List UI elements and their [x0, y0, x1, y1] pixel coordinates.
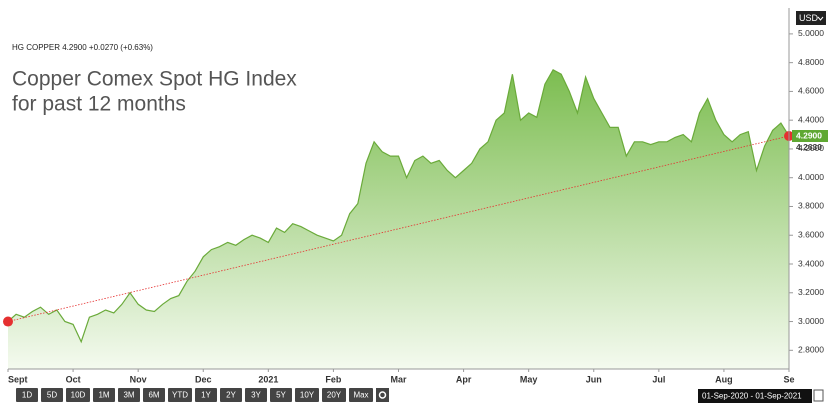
range-button[interactable] — [41, 388, 63, 402]
range-button[interactable] — [16, 388, 38, 402]
range-button-label: 20Y — [327, 391, 342, 400]
x-tick-label: Oct — [66, 374, 81, 384]
range-button-label: 10D — [71, 391, 86, 400]
y-tick-label: 4.6000 — [798, 86, 824, 96]
range-button-label: 3M — [123, 391, 134, 400]
calendar-icon[interactable] — [813, 389, 824, 402]
x-tick-label: Nov — [130, 374, 147, 384]
range-button[interactable] — [168, 388, 192, 402]
date-range-box[interactable] — [698, 389, 812, 403]
x-tick-label: Se — [783, 374, 794, 384]
area — [8, 69, 789, 370]
y-tick-label: 4.2000 — [798, 143, 824, 153]
range-button[interactable] — [245, 388, 267, 402]
range-button-label: 6M — [148, 391, 159, 400]
range-button-label: 1Y — [201, 391, 211, 400]
range-button-label: 10Y — [300, 391, 315, 400]
date-range: 01-Sep-2020 - 01-Sep-2021 — [702, 392, 802, 401]
x-tick-label: Jun — [586, 374, 602, 384]
range-button-label: Max — [353, 391, 368, 400]
range-button-label: YTD — [172, 391, 188, 400]
chart-title: for past 12 months — [12, 93, 186, 116]
currency-select[interactable] — [796, 11, 826, 25]
range-button[interactable] — [220, 388, 242, 402]
ticker: HG COPPER 4.2900 +0.0270 (+0.63%) — [12, 43, 153, 52]
y-tick-label: 5.0000 — [798, 28, 824, 38]
x-tick-label: Sept — [8, 374, 28, 384]
settings-button[interactable] — [376, 388, 389, 402]
price-label: 4.2900 — [796, 130, 822, 140]
range-button-label: 2Y — [226, 391, 236, 400]
y-tick-label: 2.8000 — [798, 345, 824, 355]
y-tick-label: 3.6000 — [798, 229, 824, 239]
x-tick-label: Dec — [195, 374, 212, 384]
price-label: 4.2630 — [796, 142, 822, 152]
y-tick-label: 3.0000 — [798, 316, 824, 326]
y-tick-label: 4.8000 — [798, 57, 824, 67]
range-button-label: 5D — [47, 391, 57, 400]
x-tick-label: Feb — [325, 374, 342, 384]
range-button[interactable] — [66, 388, 90, 402]
y-tick-label: 3.2000 — [798, 287, 824, 297]
range-button-label: 3Y — [251, 391, 261, 400]
y-tick-label: 4.0000 — [798, 172, 824, 182]
x-tick-label: 2021 — [258, 374, 278, 384]
dropdown-arrow — [817, 16, 824, 21]
y-tick-label: 4.4000 — [798, 114, 824, 124]
x-tick-label: Apr — [456, 374, 472, 384]
chart-title: Copper Comex Spot HG Index — [12, 68, 297, 91]
start-dot — [3, 316, 13, 327]
range-button[interactable] — [295, 388, 319, 402]
range-button[interactable] — [349, 388, 373, 402]
x-tick-label: May — [520, 374, 538, 384]
range-button-label: 5Y — [276, 391, 286, 400]
settings-icon — [378, 391, 387, 399]
y-tick-label: 3.4000 — [798, 258, 824, 268]
range-button[interactable] — [195, 388, 217, 402]
y-tick-label: 3.8000 — [798, 201, 824, 211]
line — [7, 68, 790, 344]
range-button-label: 1M — [98, 391, 109, 400]
x-tick-label: Aug — [715, 374, 733, 384]
range-button[interactable] — [143, 388, 165, 402]
range-button[interactable] — [322, 388, 346, 402]
range-button[interactable] — [270, 388, 292, 402]
range-button-label: 1D — [22, 391, 32, 400]
price-box — [792, 130, 828, 143]
currency-label: USD — [799, 13, 819, 23]
range-button[interactable] — [118, 388, 140, 402]
x-tick-label: Mar — [390, 374, 407, 384]
range-button[interactable] — [93, 388, 115, 402]
x-tick-label: Jul — [652, 374, 665, 384]
